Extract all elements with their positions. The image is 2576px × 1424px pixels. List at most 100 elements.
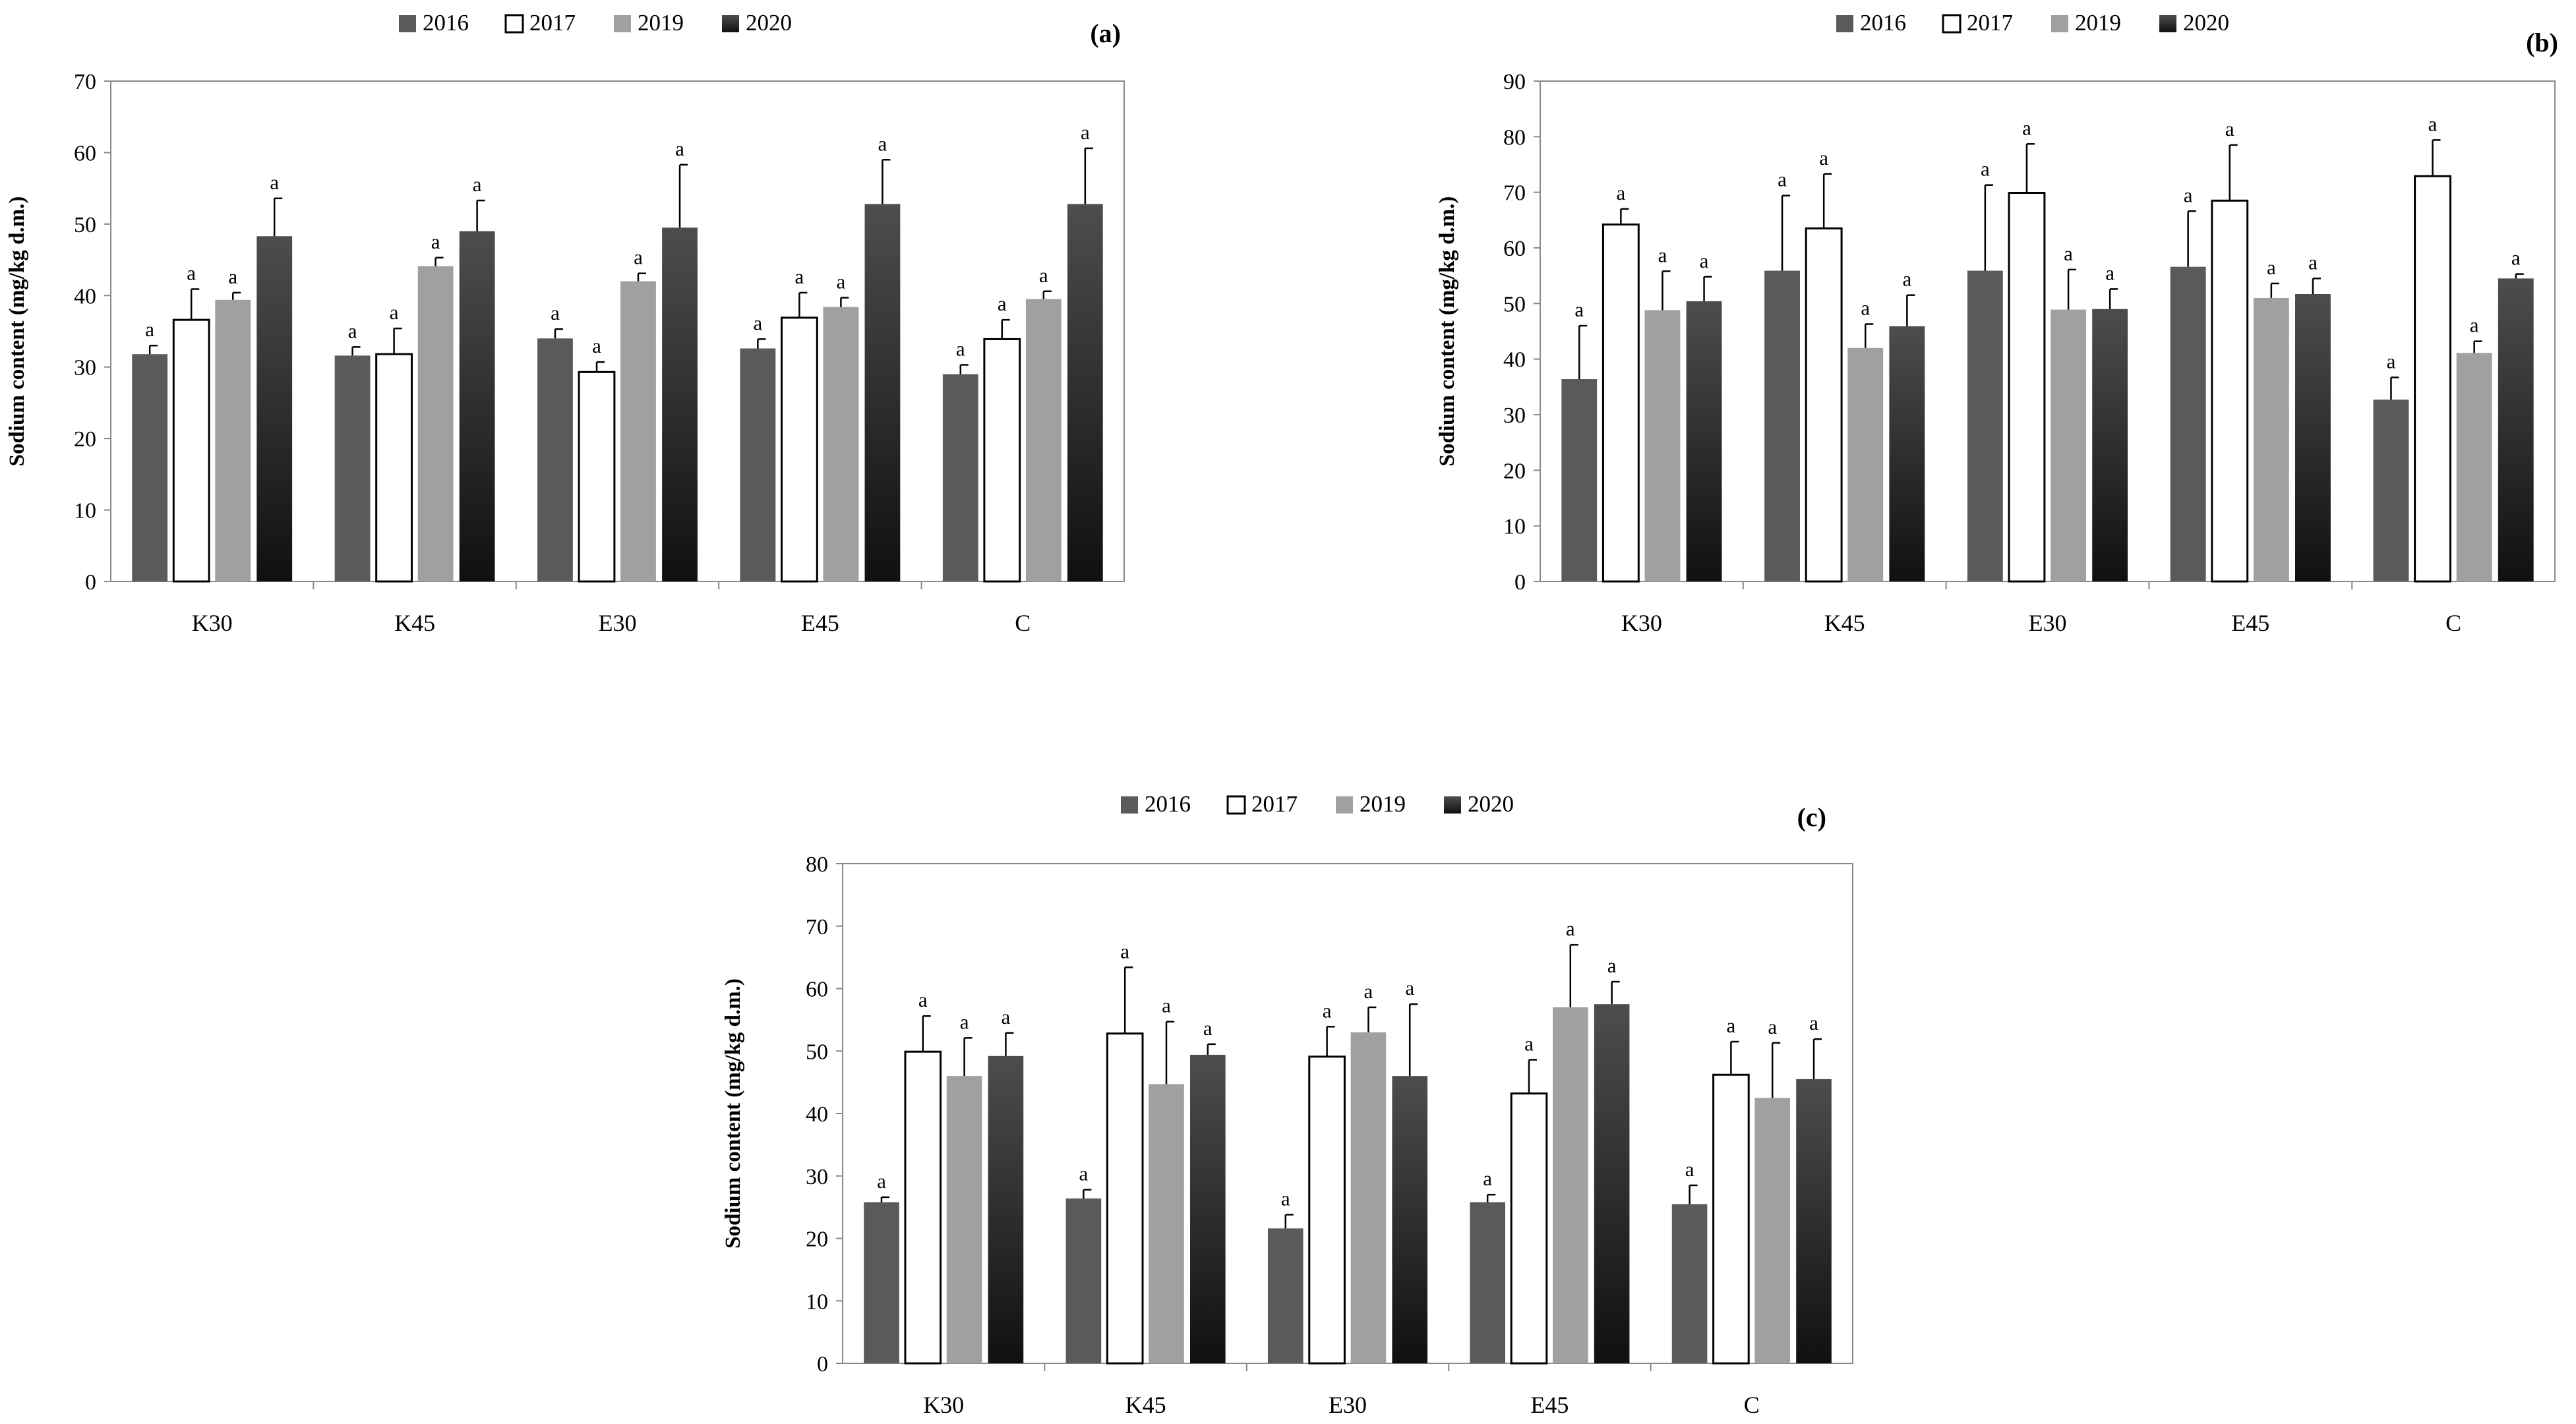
bar-2019-K30 xyxy=(1644,310,1681,581)
x-category-label: E30 xyxy=(599,610,637,636)
x-category-label: E45 xyxy=(801,610,839,636)
y-tick-label: 20 xyxy=(1503,459,1526,483)
bar-2017-K30 xyxy=(172,318,210,583)
legend-swatch-2016 xyxy=(1836,15,1853,32)
legend-label-2016: 2016 xyxy=(1145,791,1191,817)
significance-label: a xyxy=(1778,168,1787,191)
x-category-label: C xyxy=(2445,610,2461,636)
legend-swatch-2020 xyxy=(2159,15,2176,32)
significance-label: a xyxy=(960,1010,969,1033)
bar-2019-E30 xyxy=(620,281,656,581)
significance-label: a xyxy=(998,292,1007,315)
y-tick-label: 40 xyxy=(1503,348,1526,372)
bar-2019-E45 xyxy=(1552,1007,1588,1363)
y-tick-label: 60 xyxy=(806,978,828,1002)
x-category-label: K30 xyxy=(1621,610,1662,636)
plot-frame xyxy=(110,80,1125,582)
significance-label: a xyxy=(1002,1005,1011,1028)
y-tick-label: 10 xyxy=(806,1290,828,1314)
significance-label: a xyxy=(1616,181,1625,204)
y-tick-label: 60 xyxy=(74,141,96,165)
bar-2017-K45 xyxy=(1106,1032,1144,1365)
bar-2019-E45 xyxy=(2253,297,2289,581)
significance-label: a xyxy=(2064,242,2073,265)
legend-swatch-2020 xyxy=(722,15,739,32)
plot-frame xyxy=(1540,80,2556,582)
legend-swatch-2019 xyxy=(2051,15,2068,32)
y-tick-label: 70 xyxy=(1503,181,1526,206)
y-tick-label: 0 xyxy=(85,570,96,595)
chart-panel-a: 0 10 20 30 40 50 60 70 Sodium content (mg/kg d.m… xyxy=(5,10,1125,636)
y-tick-label: 30 xyxy=(74,356,96,380)
y-tick-label: 40 xyxy=(806,1102,828,1127)
bar-2017-E30 xyxy=(1308,1055,1346,1365)
legend-swatch-2017 xyxy=(504,14,524,34)
significance-label: a xyxy=(1981,158,1990,181)
bar-2019-C xyxy=(1754,1098,1791,1363)
y-tick-label: 70 xyxy=(74,70,96,94)
legend-swatch-2016 xyxy=(1121,796,1138,814)
significance-label: a xyxy=(956,337,965,360)
legend-label-2017: 2017 xyxy=(529,10,576,36)
legend-swatch-2019 xyxy=(1336,796,1353,814)
significance-label: a xyxy=(348,319,357,342)
x-category-label: E45 xyxy=(2231,610,2269,636)
panel-label: (b) xyxy=(2526,28,2558,57)
x-category-label: E30 xyxy=(2029,610,2067,636)
bar-2016-C xyxy=(1671,1204,1708,1363)
bar-2020-C xyxy=(2498,278,2534,581)
y-tick-label: 50 xyxy=(806,1040,828,1064)
x-category-label: C xyxy=(1744,1392,1760,1418)
y-tick-label: 0 xyxy=(1514,570,1526,595)
x-category-label: C xyxy=(1015,610,1031,636)
legend-swatch-2017 xyxy=(1226,795,1246,815)
bar-2019-K30 xyxy=(215,299,251,581)
bar-2017-E45 xyxy=(2211,199,2249,583)
significance-label: a xyxy=(1120,939,1129,963)
significance-label: a xyxy=(1323,999,1332,1022)
significance-label: a xyxy=(1809,1011,1818,1034)
significance-label: a xyxy=(2428,112,2438,135)
y-tick-label: 80 xyxy=(806,852,828,877)
y-tick-label: 0 xyxy=(817,1352,828,1377)
bar-2020-E45 xyxy=(2295,293,2331,581)
bar-2016-K30 xyxy=(1561,379,1598,581)
significance-label: a xyxy=(1700,249,1709,272)
significance-label: a xyxy=(390,301,399,324)
bar-2016-K30 xyxy=(864,1202,899,1363)
significance-label: a xyxy=(145,318,154,341)
bar-2020-C xyxy=(1067,204,1103,581)
bar-2016-E30 xyxy=(537,338,573,581)
significance-label: a xyxy=(1405,976,1414,999)
bar-2016-K30 xyxy=(132,354,168,581)
significance-label: a xyxy=(2225,117,2234,140)
significance-label: a xyxy=(918,988,928,1011)
y-tick-label: 50 xyxy=(1503,292,1526,316)
significance-label: a xyxy=(1079,1162,1088,1185)
legend-swatch-2020 xyxy=(1444,796,1461,814)
significance-label: a xyxy=(1658,243,1667,266)
x-category-label: E45 xyxy=(1530,1392,1569,1418)
legend-label-2019: 2019 xyxy=(1360,791,1406,817)
y-tick-label: 10 xyxy=(74,499,96,523)
significance-label: a xyxy=(1203,1017,1213,1040)
y-tick-label: 30 xyxy=(806,1165,828,1189)
legend-label-2016: 2016 xyxy=(1860,10,1906,36)
bar-2017-E45 xyxy=(1510,1092,1548,1365)
bar-2020-E45 xyxy=(864,204,901,581)
bar-2020-E45 xyxy=(1594,1004,1630,1363)
significance-label: a xyxy=(1607,954,1617,977)
bar-2019-C xyxy=(2456,353,2492,581)
bar-2019-K45 xyxy=(1149,1084,1184,1363)
bar-2019-K45 xyxy=(1847,347,1884,581)
significance-label: a xyxy=(2267,256,2276,279)
bar-2017-C xyxy=(983,338,1021,583)
legend-label-2020: 2020 xyxy=(1468,791,1514,817)
panel-label: (a) xyxy=(1090,18,1121,48)
bar-2019-K45 xyxy=(417,266,454,581)
bar-2020-C xyxy=(1796,1079,1832,1363)
x-category-label: K45 xyxy=(394,610,435,636)
x-category-label: K45 xyxy=(1125,1392,1166,1418)
bar-2016-K45 xyxy=(1764,270,1800,581)
significance-label: a xyxy=(2184,183,2193,206)
